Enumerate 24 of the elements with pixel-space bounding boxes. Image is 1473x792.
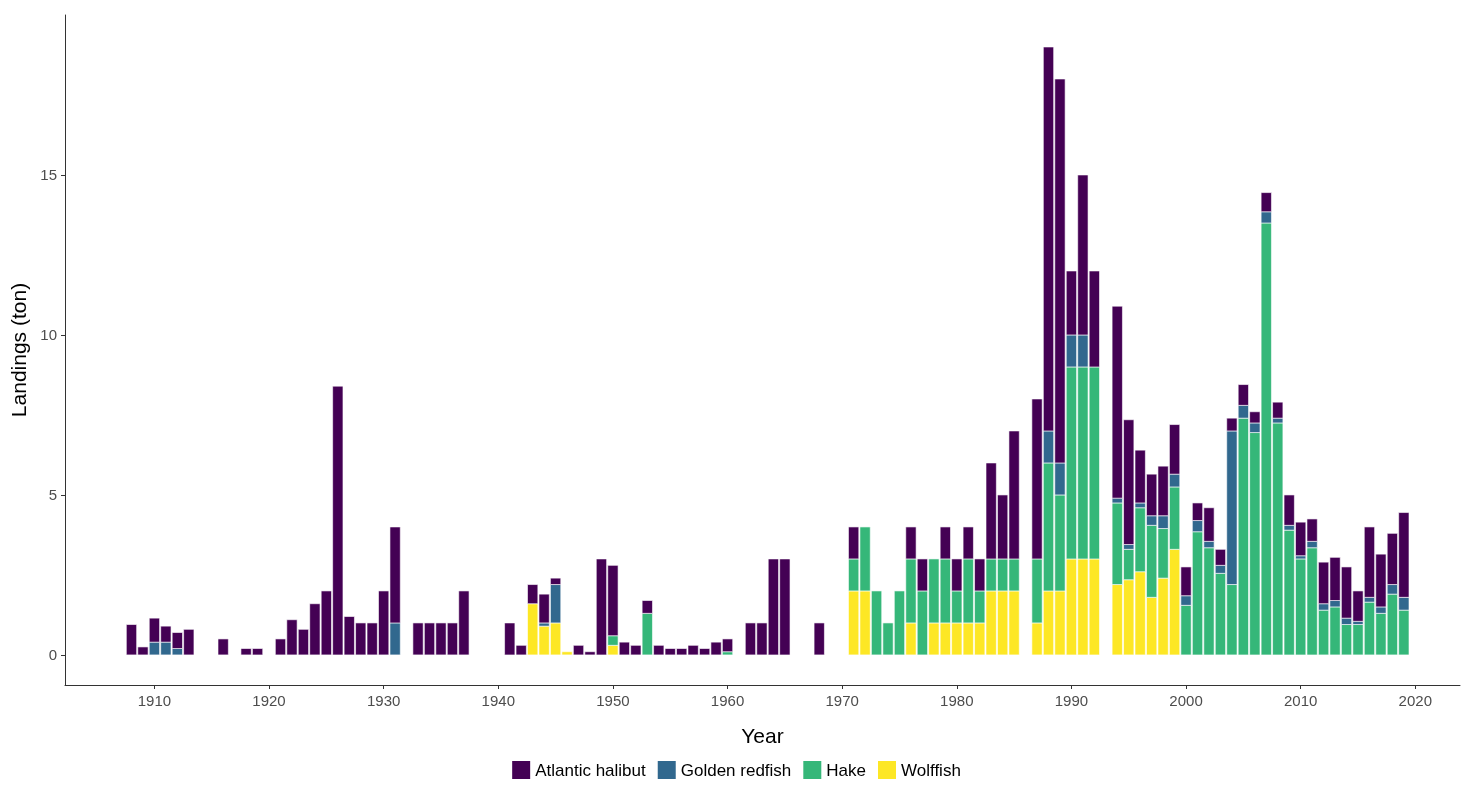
x-tick-label: 1990 bbox=[1054, 692, 1089, 709]
x-tick-label: 2000 bbox=[1169, 692, 1203, 709]
x-axis-title: Year bbox=[741, 724, 784, 747]
x-tick-label: 1920 bbox=[252, 692, 286, 709]
legend-label: Golden redfish bbox=[680, 760, 792, 780]
y-tick-label: 15 bbox=[40, 166, 57, 184]
x-tick-label: 2010 bbox=[1283, 692, 1318, 709]
legend-label: Atlantic halibut bbox=[535, 760, 647, 780]
y-axis-title: Landings (ton) bbox=[7, 282, 30, 418]
x-tick-label: 2020 bbox=[1398, 692, 1432, 709]
x-tick-label: 1950 bbox=[596, 692, 630, 709]
y-tick-label: 0 bbox=[48, 646, 57, 664]
x-tick-label: 1940 bbox=[481, 692, 515, 709]
x-tick-label: 1960 bbox=[710, 692, 745, 709]
x-tick-label: 1970 bbox=[825, 692, 859, 709]
x-tick-label: 1910 bbox=[137, 692, 172, 709]
y-tick-label: 5 bbox=[48, 486, 57, 504]
x-tick-label: 1930 bbox=[366, 692, 401, 709]
legend-label: Wolffish bbox=[900, 760, 961, 780]
bar bbox=[813, 622, 825, 656]
x-tick-label: 1980 bbox=[940, 692, 974, 709]
y-tick-label: 10 bbox=[40, 326, 57, 344]
legend-label: Hake bbox=[826, 760, 866, 780]
bar bbox=[217, 638, 229, 656]
